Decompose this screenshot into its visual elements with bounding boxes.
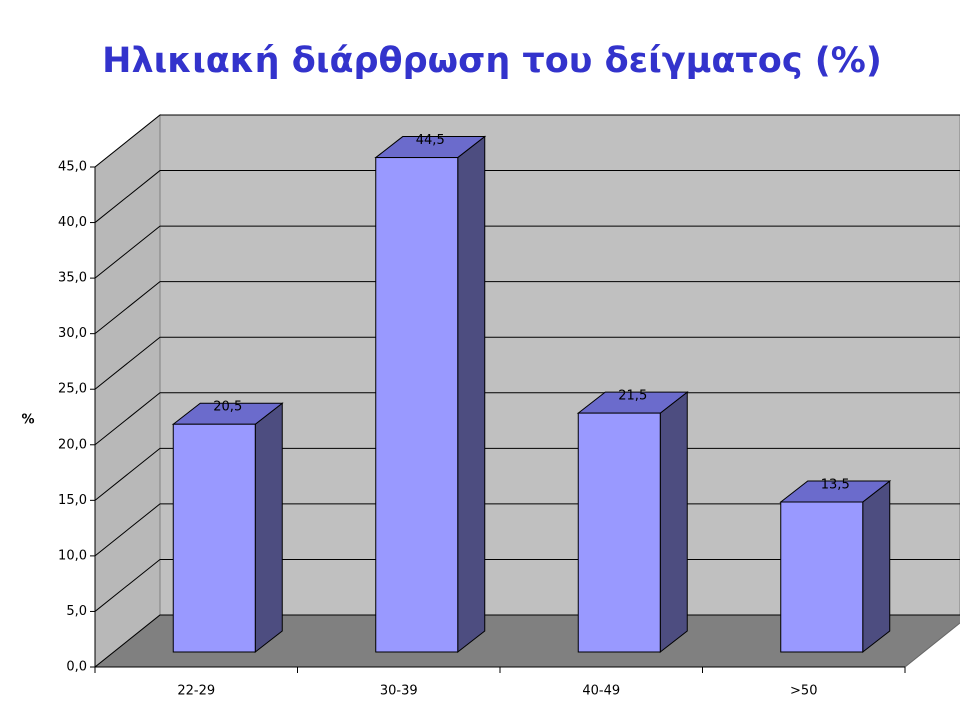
- grid-line: [94, 503, 960, 557]
- x-tick-label: >50: [790, 684, 817, 699]
- bar-side: [457, 135, 486, 654]
- value-label: 13,5: [821, 478, 850, 493]
- side-wall: [94, 113, 161, 669]
- grid-line: [94, 558, 960, 612]
- y-tick-label: 30,0: [58, 326, 87, 341]
- value-label: 21,5: [618, 389, 647, 404]
- y-tick-label: 35,0: [58, 271, 87, 286]
- bar: [172, 423, 256, 653]
- grid-line: [94, 614, 960, 668]
- bar: [375, 157, 459, 653]
- bar: [577, 412, 661, 653]
- y-tick-label: 45,0: [58, 160, 87, 175]
- x-tick-label: 22-29: [177, 684, 215, 699]
- value-label: 20,5: [213, 400, 242, 415]
- chart-title: Ηλικιακή διάρθρωση του δείγματος (%): [102, 41, 882, 81]
- grid-line: [94, 392, 960, 446]
- x-tick-label: 40-49: [582, 684, 620, 699]
- grid-line: [94, 447, 960, 501]
- y-axis-label: %: [21, 413, 34, 428]
- bar: [780, 501, 864, 653]
- bar-side: [659, 391, 688, 654]
- grid-line: [94, 114, 960, 168]
- grid-line: [94, 336, 960, 390]
- value-label: 44,5: [416, 133, 445, 148]
- y-tick-label: 5,0: [66, 604, 87, 619]
- grid-line: [94, 281, 960, 335]
- y-tick-label: 40,0: [58, 215, 87, 230]
- y-tick-label: 15,0: [58, 493, 87, 508]
- y-tick-label: 20,0: [58, 437, 87, 452]
- y-tick-label: 25,0: [58, 382, 87, 397]
- x-tick-label: 30-39: [380, 684, 418, 699]
- bar-side: [862, 479, 891, 654]
- grid-line: [94, 170, 960, 223]
- grid-line: [94, 225, 960, 279]
- y-tick-label: 0,0: [66, 660, 87, 675]
- bar-side: [254, 402, 283, 654]
- y-tick-label: 10,0: [58, 548, 87, 563]
